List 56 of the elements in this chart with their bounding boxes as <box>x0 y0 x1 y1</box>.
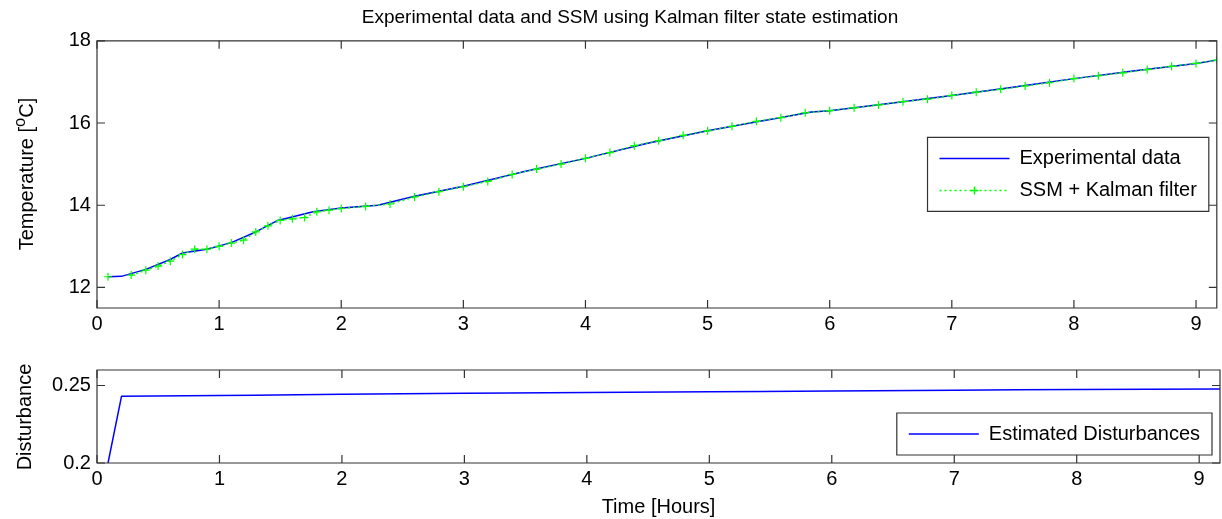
point <box>214 241 224 251</box>
x-tick-label: 3 <box>458 466 470 489</box>
x-tick-label: 6 <box>826 466 838 489</box>
point <box>324 205 334 215</box>
x-tick-label: 4 <box>581 466 593 489</box>
x-tick-label: 2 <box>335 311 347 334</box>
point <box>103 272 113 282</box>
y-tick-label: 0.25 <box>52 373 91 396</box>
point <box>1118 68 1128 78</box>
point <box>849 103 859 113</box>
point <box>434 187 444 197</box>
point <box>153 261 163 271</box>
point <box>556 159 566 169</box>
y-axis-title: Disturbance <box>12 363 36 470</box>
point <box>165 256 175 266</box>
x-tick-label: 1 <box>213 466 226 489</box>
x-tick-label: 0 <box>91 466 103 489</box>
point <box>605 148 615 158</box>
point <box>1020 81 1030 91</box>
point <box>251 227 261 237</box>
x-tick-label: 9 <box>1190 311 1202 334</box>
point <box>385 199 395 209</box>
legend-label: Estimated Disturbances <box>988 421 1200 444</box>
x-tick-label: 8 <box>1068 311 1080 334</box>
legend-label: Experimental data <box>1019 145 1182 168</box>
x-tick-label: 5 <box>702 311 714 334</box>
x-tick-label: 2 <box>336 466 348 489</box>
y-tick-label: 12 <box>68 274 91 297</box>
x-tick-label: 7 <box>948 466 960 489</box>
point <box>727 121 737 131</box>
legend-label: SSM + Kalman filter <box>1019 177 1198 200</box>
x-tick-label: 6 <box>824 311 836 334</box>
x-tick-label: 3 <box>457 311 469 334</box>
x-tick-label: 9 <box>1193 466 1205 489</box>
point <box>226 238 236 248</box>
y-tick-label: 18 <box>68 28 91 51</box>
x-tick-label: 0 <box>91 311 103 334</box>
x-tick-label: 8 <box>1071 466 1083 489</box>
point <box>409 192 420 202</box>
point <box>263 221 273 231</box>
point <box>126 270 136 280</box>
point <box>1191 58 1201 69</box>
y-tick-label: 14 <box>68 192 91 215</box>
point <box>898 97 908 107</box>
point <box>532 164 542 174</box>
x-tick-label: 1 <box>213 311 225 334</box>
x-tick-label: 4 <box>579 311 592 334</box>
y-tick-label: 0.2 <box>63 450 91 473</box>
x-axis-title: Time [Hours] <box>601 494 716 517</box>
x-tick-label: 5 <box>703 466 715 489</box>
chart-title: Experimental data and SSM using Kalman filter state estimation <box>361 5 899 27</box>
point <box>1069 74 1079 84</box>
y-tick-label: 16 <box>68 110 91 133</box>
x-tick-label: 7 <box>946 311 958 334</box>
point <box>873 100 884 110</box>
point <box>202 244 212 254</box>
